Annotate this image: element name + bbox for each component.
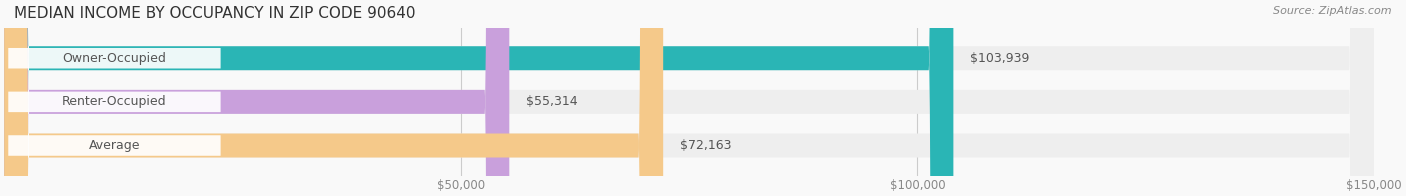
Text: Renter-Occupied: Renter-Occupied — [62, 95, 167, 108]
Text: $72,163: $72,163 — [679, 139, 731, 152]
FancyBboxPatch shape — [4, 0, 1374, 196]
Text: Source: ZipAtlas.com: Source: ZipAtlas.com — [1274, 6, 1392, 16]
Text: Owner-Occupied: Owner-Occupied — [62, 52, 166, 65]
Text: $55,314: $55,314 — [526, 95, 578, 108]
FancyBboxPatch shape — [4, 0, 664, 196]
FancyBboxPatch shape — [8, 135, 221, 156]
Text: $103,939: $103,939 — [970, 52, 1029, 65]
FancyBboxPatch shape — [8, 48, 221, 68]
FancyBboxPatch shape — [4, 0, 509, 196]
Text: MEDIAN INCOME BY OCCUPANCY IN ZIP CODE 90640: MEDIAN INCOME BY OCCUPANCY IN ZIP CODE 9… — [14, 6, 416, 21]
FancyBboxPatch shape — [8, 92, 221, 112]
FancyBboxPatch shape — [4, 0, 1374, 196]
FancyBboxPatch shape — [4, 0, 1374, 196]
FancyBboxPatch shape — [4, 0, 953, 196]
Text: Average: Average — [89, 139, 141, 152]
